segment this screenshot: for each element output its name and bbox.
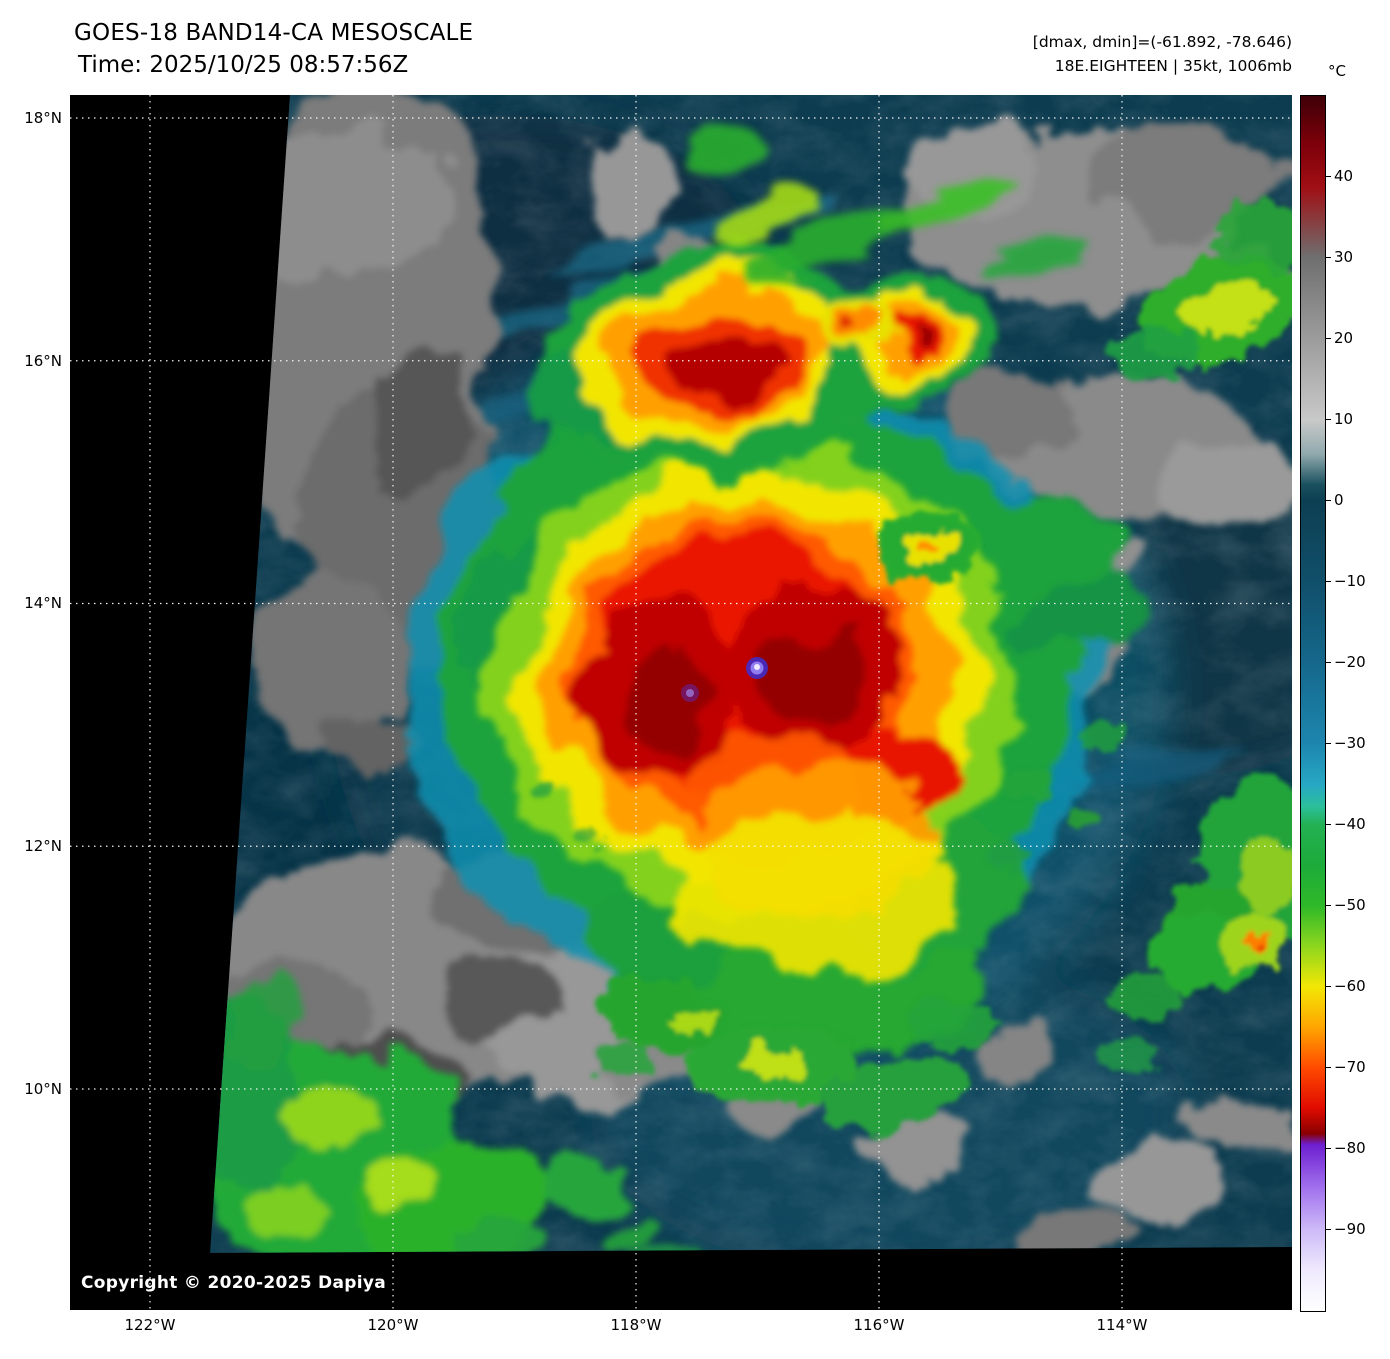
graticule: [70, 95, 1292, 1310]
colorbar-tick: [1326, 257, 1331, 258]
north-convection-cluster: [515, 249, 996, 477]
outflow-streaks: [668, 128, 1090, 288]
lon-tick-label: 122°W: [124, 1316, 176, 1334]
colorbar-tick: [1326, 743, 1331, 744]
colorbar-tick-label: 40: [1334, 167, 1354, 185]
lat-tick-label: 16°N: [24, 352, 62, 370]
colorbar-tick-label: −20: [1334, 653, 1366, 671]
scattered-convection: [526, 200, 1292, 1133]
colorbar-tick: [1326, 500, 1331, 501]
lat-tick-label: 18°N: [24, 109, 62, 127]
dmax-dmin-readout: [dmax, dmin]=(-61.892, -78.646): [1032, 33, 1292, 51]
lat-tick-label: 12°N: [24, 837, 62, 855]
colorbar-unit-label: °C: [1328, 62, 1346, 80]
lon-tick-label: 116°W: [853, 1316, 905, 1334]
storm-info: 18E.EIGHTEEN | 35kt, 1006mb: [1054, 57, 1292, 75]
colorbar-tick-label: 30: [1334, 248, 1354, 266]
colorbar-tick-label: 10: [1334, 410, 1354, 428]
colorbar-tick-label: −40: [1334, 815, 1366, 833]
colorbar-tick-label: −30: [1334, 734, 1366, 752]
colorbar-tick-label: −50: [1334, 896, 1366, 914]
copyright-text: Copyright © 2020-2025 Dapiya: [81, 1273, 386, 1293]
colorbar-tick-label: −90: [1334, 1220, 1366, 1238]
southwest-convection: [210, 979, 664, 1253]
satellite-image: [70, 95, 1292, 1310]
colorbar-tick: [1326, 176, 1331, 177]
colorbar-tick: [1326, 905, 1331, 906]
colorbar-tick: [1326, 1229, 1331, 1230]
scan-area: [210, 95, 1292, 1253]
lon-tick-label: 114°W: [1096, 1316, 1148, 1334]
product-time: Time: 2025/10/25 08:57:56Z: [78, 52, 409, 78]
colorbar-tick: [1326, 986, 1331, 987]
colorbar-tick: [1326, 824, 1331, 825]
temperature-colorbar: [1300, 95, 1326, 1312]
colorbar-tick-label: −80: [1334, 1139, 1366, 1157]
lon-tick-label: 118°W: [610, 1316, 662, 1334]
map-plot: Copyright © 2020-2025 Dapiya: [70, 95, 1292, 1310]
colorbar-tick-label: −70: [1334, 1058, 1366, 1076]
lat-tick-label: 14°N: [24, 594, 62, 612]
colorbar-tick-label: −60: [1334, 977, 1366, 995]
lon-tick-label: 120°W: [367, 1316, 419, 1334]
product-title: GOES-18 BAND14-CA MESOSCALE: [74, 20, 474, 46]
colorbar-tick: [1326, 581, 1331, 582]
colorbar-tick: [1326, 1148, 1331, 1149]
colorbar-tick: [1326, 419, 1331, 420]
header-right: [dmax, dmin]=(-61.892, -78.646) 18E.EIGH…: [892, 30, 1292, 78]
colorbar-tick-label: 20: [1334, 329, 1354, 347]
storm-eye: [681, 657, 768, 702]
colorbar-tick: [1326, 1067, 1331, 1068]
lat-tick-label: 10°N: [24, 1080, 62, 1098]
colorbar-tick-label: −10: [1334, 572, 1366, 590]
colorbar-tick: [1326, 338, 1331, 339]
colorbar-tick-label: 0: [1334, 491, 1344, 509]
colorbar-tick: [1326, 662, 1331, 663]
